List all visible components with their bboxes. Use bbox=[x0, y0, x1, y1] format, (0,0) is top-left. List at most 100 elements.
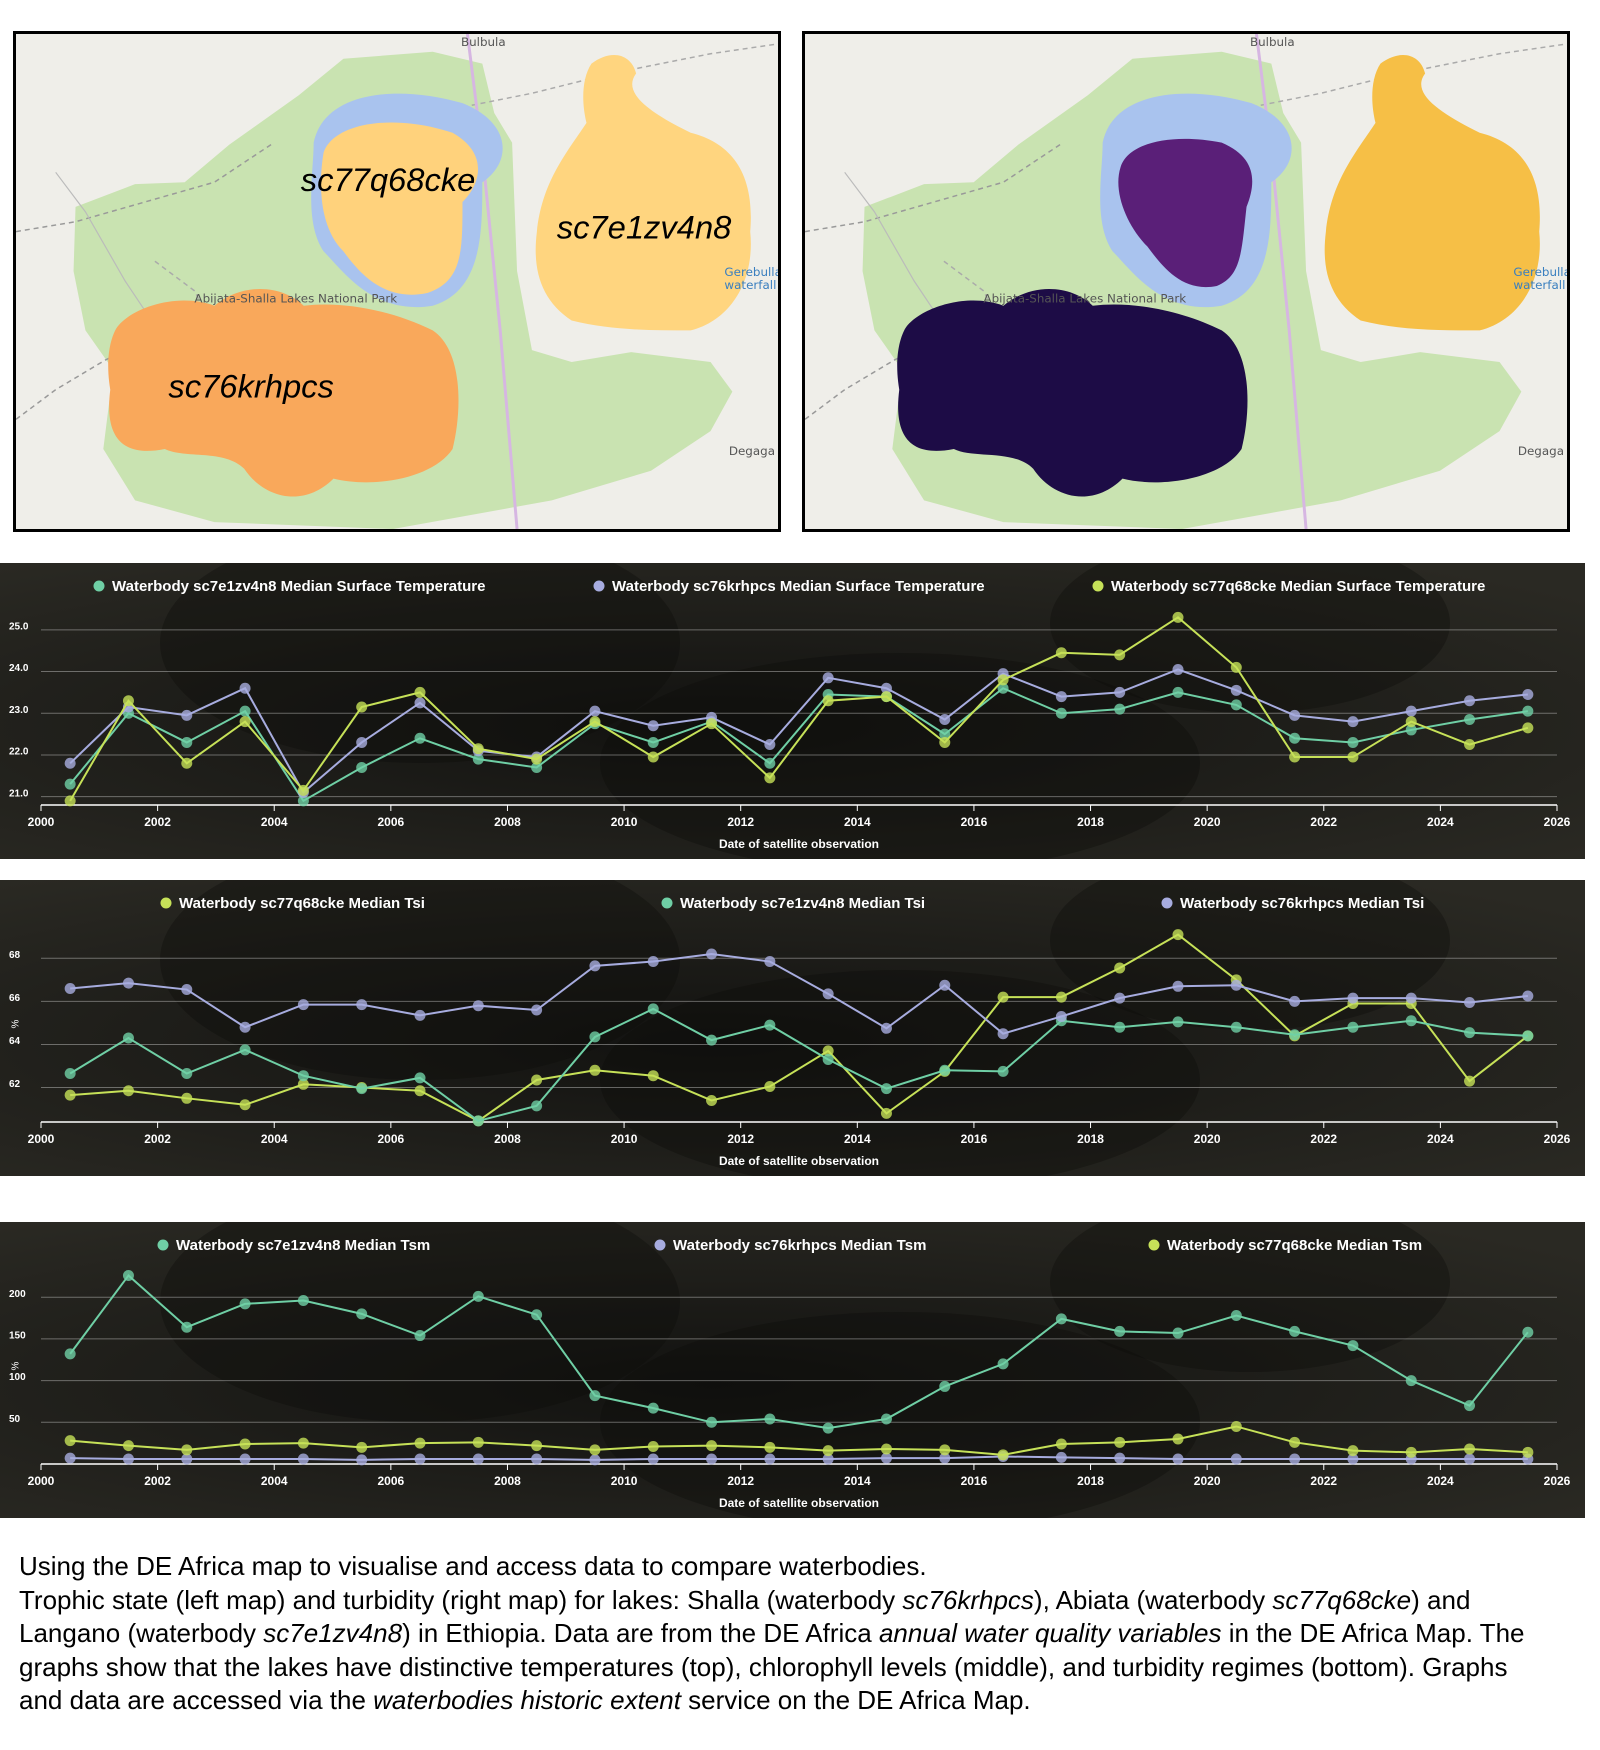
road bbox=[16, 142, 275, 233]
y-tick-label: 68 bbox=[9, 950, 21, 961]
data-point bbox=[997, 1065, 1009, 1077]
data-point bbox=[1522, 705, 1534, 717]
y-tick-label: 200 bbox=[9, 1289, 26, 1300]
x-axis-title: Date of satellite observation bbox=[719, 1496, 879, 1510]
place-label: Abijata-Shalla Lakes National Park bbox=[194, 292, 397, 306]
caption-text: ), Abiata (waterbody bbox=[1033, 1584, 1273, 1615]
background-shade bbox=[600, 1312, 1200, 1518]
data-point bbox=[122, 977, 134, 989]
legend-marker bbox=[1148, 1239, 1160, 1251]
place-label: Bulbula bbox=[461, 35, 506, 49]
data-point bbox=[531, 761, 543, 773]
x-axis-title: Date of satellite observation bbox=[719, 1154, 879, 1168]
data-point bbox=[181, 736, 193, 748]
data-point bbox=[1289, 751, 1301, 763]
series-line bbox=[70, 933, 1529, 1123]
data-point bbox=[122, 1440, 134, 1452]
legend-marker bbox=[1092, 580, 1104, 592]
data-point bbox=[472, 743, 484, 755]
data-point bbox=[880, 1022, 892, 1034]
road bbox=[805, 142, 1064, 233]
x-tick-label: 2018 bbox=[1077, 1132, 1104, 1146]
legend-marker bbox=[157, 1239, 169, 1251]
lake-label: sc7e1zv4n8 bbox=[557, 209, 732, 246]
data-point bbox=[1405, 716, 1417, 728]
data-point bbox=[356, 999, 368, 1011]
data-point bbox=[706, 1453, 718, 1465]
series-line bbox=[70, 1455, 1528, 1461]
legend-marker bbox=[93, 580, 105, 592]
x-tick-label: 2002 bbox=[144, 1132, 171, 1146]
data-point bbox=[64, 757, 76, 769]
data-point bbox=[181, 1092, 193, 1104]
data-point bbox=[706, 1094, 718, 1106]
data-point bbox=[1522, 688, 1534, 700]
data-point bbox=[356, 761, 368, 773]
data-point bbox=[706, 1440, 718, 1452]
data-point bbox=[1230, 1453, 1242, 1465]
data-point bbox=[531, 1309, 543, 1321]
x-tick-label: 2002 bbox=[144, 1474, 171, 1488]
data-point bbox=[1172, 611, 1184, 623]
x-tick-label: 2012 bbox=[727, 1132, 754, 1146]
x-tick-label: 2020 bbox=[1194, 1474, 1221, 1488]
place-label: waterfall bbox=[1513, 278, 1565, 292]
background-shade bbox=[160, 563, 680, 763]
data-point bbox=[589, 1064, 601, 1076]
series-line bbox=[69, 687, 1528, 803]
x-tick-label: 2020 bbox=[1194, 1132, 1221, 1146]
data-point bbox=[1230, 1310, 1242, 1322]
data-point bbox=[706, 1034, 718, 1046]
data-point bbox=[64, 1452, 76, 1464]
caption-text: in the DE Africa Map. The graphs show th… bbox=[19, 1618, 1525, 1715]
legend-label: Waterbody sc76krhpcs Median Tsm bbox=[673, 1237, 926, 1254]
legend-label: Waterbody sc7e1zv4n8 Median Tsm bbox=[176, 1237, 430, 1254]
data-point bbox=[1172, 1433, 1184, 1445]
data-point bbox=[647, 720, 659, 732]
data-point bbox=[64, 795, 76, 807]
x-tick-label: 2012 bbox=[727, 1474, 754, 1488]
data-point bbox=[822, 1453, 834, 1465]
data-point bbox=[239, 1453, 251, 1465]
data-point bbox=[1055, 1010, 1067, 1022]
x-tick-label: 2024 bbox=[1427, 815, 1454, 829]
road bbox=[343, 43, 778, 144]
data-point bbox=[1172, 1327, 1184, 1339]
data-point bbox=[414, 1330, 426, 1342]
data-point bbox=[472, 1115, 484, 1127]
data-point bbox=[239, 1099, 251, 1111]
data-point bbox=[297, 1437, 309, 1449]
x-tick-label: 2024 bbox=[1427, 1474, 1454, 1488]
legend-label: Waterbody sc76krhpcs Median Tsi bbox=[1180, 895, 1424, 912]
place-label: Gerebulla bbox=[724, 265, 778, 279]
data-point bbox=[880, 691, 892, 703]
data-point bbox=[1522, 1030, 1534, 1042]
x-tick-label: 2016 bbox=[961, 1132, 988, 1146]
data-point bbox=[1172, 663, 1184, 675]
data-point bbox=[589, 1454, 601, 1466]
highway bbox=[1254, 34, 1308, 529]
data-point bbox=[531, 1453, 543, 1465]
data-point bbox=[414, 686, 426, 698]
data-point bbox=[472, 1436, 484, 1448]
data-point bbox=[531, 1440, 543, 1452]
x-tick-label: 2000 bbox=[28, 815, 55, 829]
data-point bbox=[822, 988, 834, 1000]
data-point bbox=[1055, 1451, 1067, 1463]
data-point bbox=[356, 1308, 368, 1320]
data-point bbox=[764, 1441, 776, 1453]
data-point bbox=[414, 1437, 426, 1449]
lake-raster bbox=[535, 55, 751, 331]
data-point bbox=[647, 1070, 659, 1082]
data-point bbox=[472, 1000, 484, 1012]
caption-text: ) in Ethiopia. Data are from the DE Afri… bbox=[402, 1618, 879, 1648]
data-point bbox=[1289, 732, 1301, 744]
y-tick-label: 62 bbox=[9, 1079, 21, 1090]
x-tick-label: 2010 bbox=[611, 1132, 638, 1146]
place-label: Abijata-Shalla Lakes National Park bbox=[983, 292, 1186, 306]
place-label: waterfall bbox=[724, 278, 776, 292]
lake-raster bbox=[108, 288, 459, 497]
data-point bbox=[1347, 1453, 1359, 1465]
data-point bbox=[122, 695, 134, 707]
data-point bbox=[1230, 1021, 1242, 1033]
